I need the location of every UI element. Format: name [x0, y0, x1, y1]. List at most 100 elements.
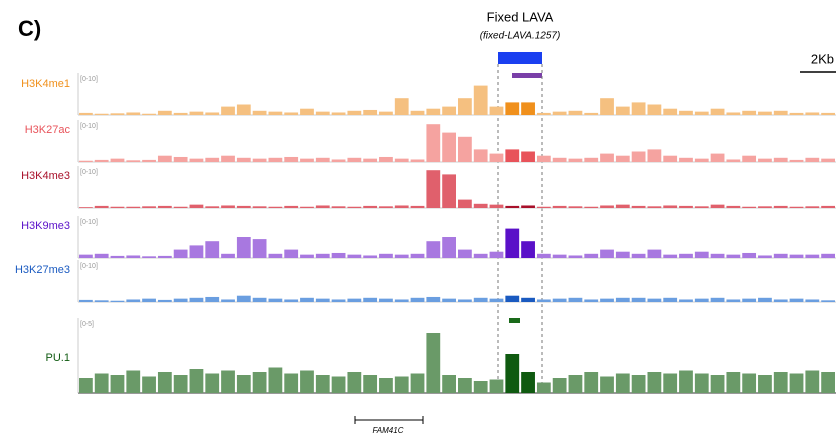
signal-bar	[458, 378, 472, 393]
signal-bar	[758, 206, 772, 208]
signal-bar	[110, 375, 125, 393]
signal-bar	[726, 372, 741, 393]
signal-bar	[94, 253, 109, 258]
signal-bar	[552, 298, 567, 302]
signal-bar	[426, 241, 441, 258]
signal-bar	[268, 253, 283, 258]
track-label: H3K27me3	[15, 264, 70, 276]
signal-bar	[94, 159, 109, 162]
signal-bar	[173, 375, 188, 393]
signal-bar	[126, 255, 141, 258]
signal-bar	[631, 375, 646, 393]
signal-bar	[505, 149, 520, 162]
signal-bar	[742, 110, 757, 115]
signal-bar	[268, 157, 283, 162]
signal-bar	[379, 111, 393, 115]
signal-bar	[189, 245, 204, 258]
signal-bar	[300, 206, 314, 208]
signal-bar	[173, 249, 188, 258]
track-label: PU.1	[46, 352, 70, 364]
signal-bar	[410, 253, 425, 258]
signal-bar	[379, 298, 393, 302]
signal-bar	[142, 376, 156, 393]
signal-bar	[458, 299, 472, 302]
purple-mark	[512, 73, 542, 78]
signal-bar	[410, 205, 425, 208]
signal-bar	[363, 375, 378, 393]
signal-bar	[615, 251, 630, 258]
signal-bar	[300, 158, 314, 162]
signal-bar	[473, 149, 488, 162]
signal-bar	[426, 108, 441, 115]
signal-bar	[568, 206, 583, 208]
signal-bar	[710, 375, 725, 393]
signal-bar	[615, 204, 630, 208]
signal-bar	[694, 206, 709, 208]
signal-bar	[552, 205, 567, 208]
signal-bar	[552, 254, 567, 258]
subtitle: (fixed-LAVA.1257)	[480, 31, 561, 42]
signal-bar	[173, 112, 188, 115]
signal-bar	[94, 300, 109, 302]
signal-bar	[173, 298, 188, 302]
signal-bar	[710, 253, 725, 258]
signal-bar	[805, 157, 820, 162]
signal-bar	[536, 253, 551, 258]
signal-bar	[568, 255, 583, 258]
signal-bar	[505, 295, 520, 302]
signal-bar	[173, 156, 188, 162]
signal-bar	[284, 156, 299, 162]
signal-bar	[473, 253, 488, 258]
signal-bar	[379, 156, 393, 162]
signal-bar	[458, 199, 472, 208]
signal-bar	[805, 370, 820, 393]
signal-bar	[694, 111, 709, 115]
signal-bar	[536, 155, 551, 162]
signal-bar	[631, 205, 646, 208]
signal-bar	[758, 158, 772, 162]
green-mark	[509, 318, 520, 323]
signal-bar	[157, 299, 172, 302]
signal-bar	[173, 206, 188, 208]
signal-bar	[615, 297, 630, 302]
signal-bar	[694, 298, 709, 302]
signal-bar	[521, 102, 535, 115]
signal-bar	[94, 113, 109, 115]
signal-bar	[142, 113, 156, 115]
signal-bar	[584, 299, 599, 302]
signal-bar	[726, 254, 741, 258]
signal-bar	[252, 239, 267, 258]
signal-bar	[394, 299, 409, 302]
signal-bar	[679, 110, 693, 115]
signal-bar	[205, 241, 220, 258]
signal-bar	[236, 205, 251, 208]
signal-bar	[142, 206, 156, 208]
signal-bar	[489, 379, 504, 393]
signal-bar	[79, 378, 93, 393]
signal-bar	[189, 111, 204, 115]
track-label: H3K4me1	[21, 78, 70, 90]
signal-bar	[521, 151, 535, 162]
signal-bar	[600, 376, 614, 393]
signal-bar	[347, 110, 362, 115]
signal-bar	[742, 252, 757, 258]
signal-bar	[347, 206, 362, 208]
range-label: [0-10]	[80, 263, 98, 270]
signal-bar	[663, 373, 678, 393]
signal-bar	[505, 354, 520, 393]
signal-bar	[126, 299, 141, 302]
signal-bar	[189, 158, 204, 162]
signal-bar	[773, 372, 788, 393]
signal-bar	[300, 297, 314, 302]
signal-bar	[631, 297, 646, 302]
signal-bar	[536, 382, 551, 393]
tracks: [0-10] H3K4me1 [0-10] H3K27ac [0-10] H3K4me3 […	[15, 73, 836, 394]
signal-bar	[410, 373, 425, 393]
signal-bar	[236, 375, 251, 393]
signal-bar	[126, 112, 141, 115]
signal-bar	[142, 298, 156, 302]
signal-bar	[79, 112, 93, 115]
range-label: [0-10]	[80, 219, 98, 226]
signal-bar	[758, 255, 772, 258]
